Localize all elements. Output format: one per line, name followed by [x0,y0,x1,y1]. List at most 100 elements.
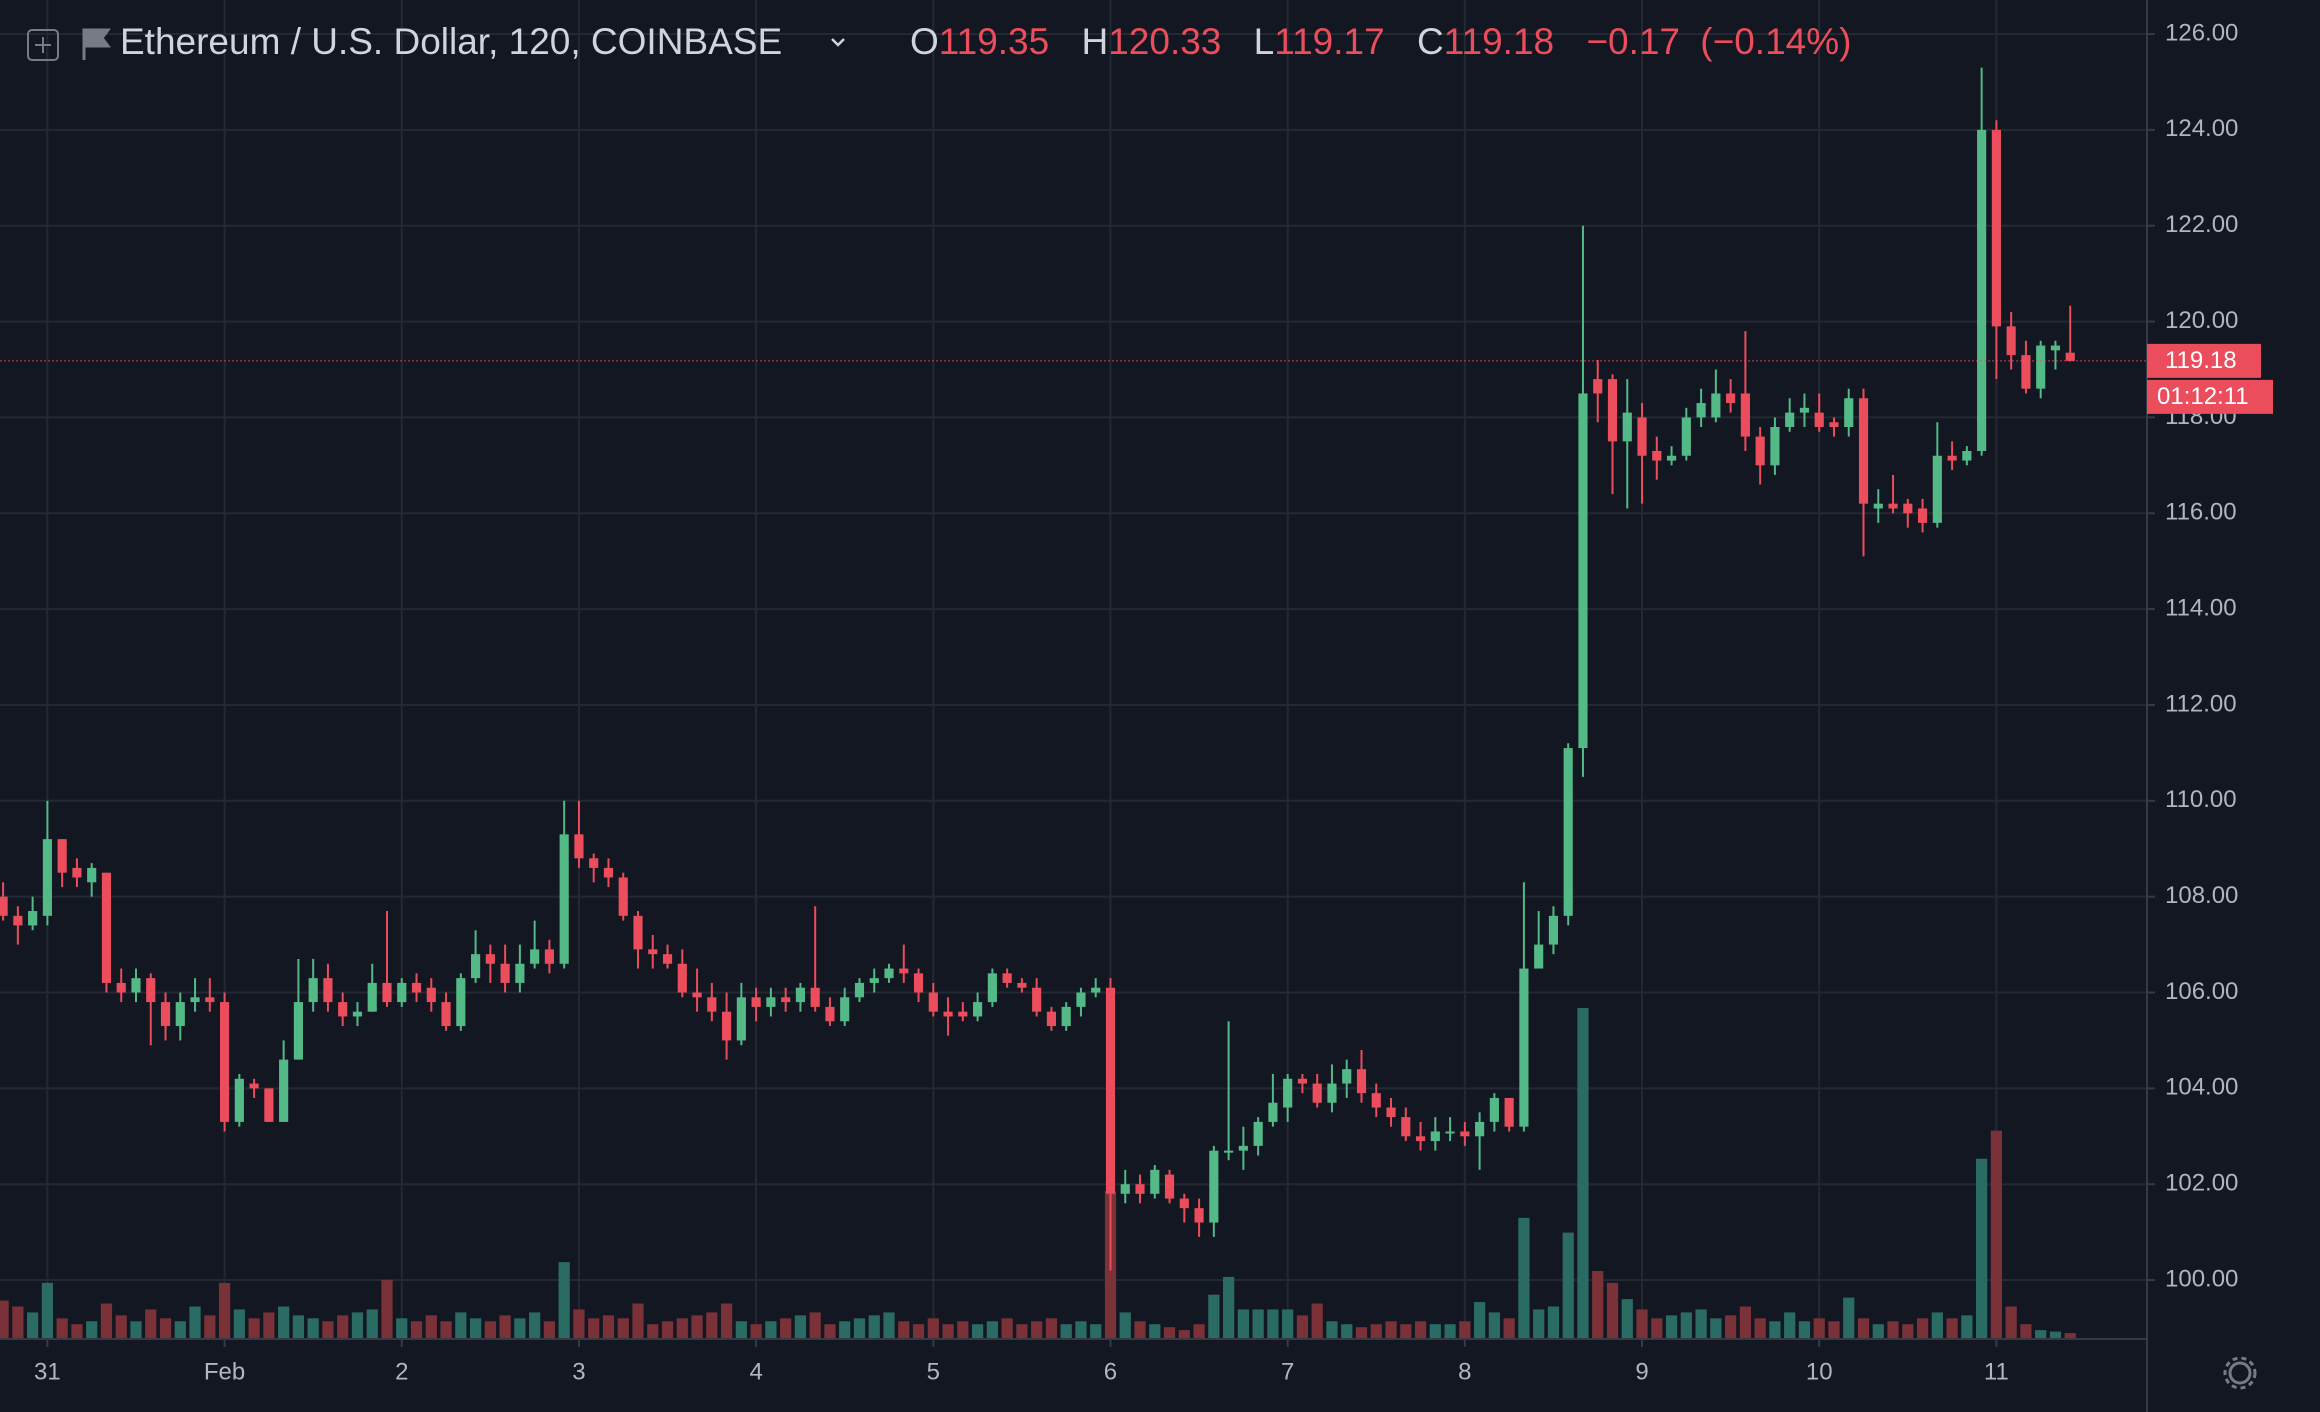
legend-value: 119.35 [939,21,1049,62]
candle-body [943,1011,953,1017]
volume-bar [248,1318,260,1339]
volume-bar [1503,1318,1515,1339]
volume-bar [735,1321,747,1339]
candle-body [825,1006,835,1022]
volume-bar [1784,1312,1796,1339]
volume-bar [100,1303,113,1339]
volume-bar [1665,1315,1678,1339]
volume-bar [1208,1294,1220,1339]
volume-bar [912,1324,925,1339]
add-icon[interactable] [27,29,59,61]
candle-body [515,963,525,983]
volume-bar [307,1318,319,1339]
y-tick-label: 114.00 [2165,594,2237,621]
volume-bar [115,1315,127,1339]
candle-body [1401,1117,1411,1137]
candle-body [973,1002,983,1017]
volume-bar [366,1309,378,1339]
volume-bar [1326,1321,1338,1339]
volume-bar [1547,1306,1560,1339]
volume-bar [706,1312,718,1339]
candle-body [382,982,392,1003]
volume-bar [1016,1324,1028,1339]
candle-body [987,973,997,1003]
candle-body [1888,503,1898,509]
flag-icon[interactable] [82,28,111,60]
candle-body [795,987,805,1003]
candle-body [559,834,569,964]
volume-bar [27,1312,39,1339]
volume-bar [1562,1232,1574,1339]
candle-body [1283,1078,1293,1108]
y-tick-label: 116.00 [2165,499,2237,526]
candle-body [1430,1131,1440,1142]
candle-body [500,963,510,983]
symbol[interactable]: Ethereum / U.S. Dollar, 120, COINBASE [120,21,782,62]
candle-body [13,915,23,926]
candle-body [1386,1107,1396,1118]
candle-body [1607,379,1618,442]
volume-bar [1621,1299,1633,1339]
volume-bar [440,1321,452,1339]
volume-bar [1134,1321,1146,1339]
candle-body [352,1011,363,1017]
candle-body [456,978,466,1027]
candle-body [1002,973,1012,983]
settings-icon[interactable] [2223,1356,2257,1390]
volume-bar [337,1315,349,1339]
candle-body [1563,748,1573,916]
volume-bar [233,1309,245,1339]
settings-icon[interactable] [2228,1361,2252,1385]
x-tick-label: 6 [1104,1358,1117,1385]
candle-body [1268,1102,1278,1122]
last-price-tag [2147,343,2261,378]
candle-body [1061,1006,1071,1027]
volume-bar [824,1324,836,1339]
x-tick-label: 8 [1458,1358,1471,1385]
x-tick-label: 3 [572,1358,585,1385]
legend-key: O [910,21,939,62]
volume-bar [1857,1318,1870,1339]
change: −0.17 [1586,21,1680,62]
volume-bar [1090,1324,1102,1339]
volume-bar [1872,1324,1884,1339]
candle-body [1917,508,1928,523]
ohlc-legend: O119.35 H120.33 L119.17 C119.18 −0.17 (−… [910,21,1851,62]
volume-bar [1843,1297,1855,1339]
y-tick-label: 100.00 [2165,1265,2238,1292]
volume-bar [2064,1333,2076,1339]
volume-bar [853,1318,866,1339]
volume-bar [0,1300,9,1339]
candle-body [1253,1121,1263,1146]
candle-body [781,997,791,1003]
volume-bar [1031,1321,1043,1339]
volume-bar [2049,1331,2062,1339]
candle-body [1445,1131,1455,1134]
candle-body [264,1088,274,1122]
candle-body [2036,345,2046,389]
candle-body [958,1011,968,1017]
candle-body [175,1002,185,1027]
volume-bar [632,1303,644,1339]
candle-body [485,954,495,964]
volume-bar [1739,1306,1751,1339]
countdown-tag [2147,379,2273,414]
candle-body [1666,455,1677,461]
dropdown-icon[interactable] [831,38,845,47]
volume-bar [558,1262,570,1339]
candle-body [72,867,82,878]
volume-bar [720,1303,733,1339]
volume-bar [455,1312,467,1339]
candle-pane [0,67,2147,1271]
y-tick-label: 102.00 [2165,1170,2238,1197]
candle-body [1076,992,1086,1007]
volume-bar [469,1318,482,1339]
candle-body [840,997,850,1022]
volume-bar [484,1321,496,1339]
candle-body [1032,987,1042,1012]
volume-bar [189,1306,201,1339]
candle-body [1179,1198,1189,1209]
candle-body [249,1083,259,1089]
candle-body [1046,1011,1057,1027]
candle-body [1135,1184,1145,1194]
